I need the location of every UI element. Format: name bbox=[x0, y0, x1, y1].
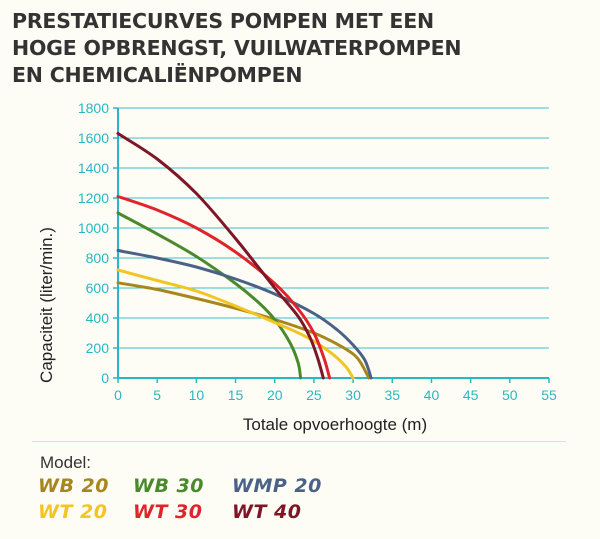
divider bbox=[32, 441, 566, 442]
legend-item-wb-30: WB 30 bbox=[133, 475, 204, 497]
y-tick-label: 1400 bbox=[78, 160, 109, 176]
legend-item-wt-40: WT 40 bbox=[232, 501, 302, 523]
y-tick-label: 800 bbox=[86, 250, 110, 266]
y-tick-label: 600 bbox=[86, 280, 110, 296]
title-line-1: PRESTATIECURVES POMPEN MET EEN bbox=[12, 9, 434, 33]
x-tick-label: 20 bbox=[267, 387, 283, 403]
x-tick-label: 15 bbox=[228, 387, 244, 403]
legend-item-wt-20: WT 20 bbox=[38, 501, 108, 523]
performance-chart: 0 200 400 600 800 1000 1200 1400 1600 1800 0 5 10 15 2… bbox=[37, 100, 557, 434]
legend-item-wmp-20: WMP 20 bbox=[232, 475, 322, 497]
axes bbox=[113, 107, 550, 383]
legend-item-wb-20: WB 20 bbox=[38, 475, 109, 497]
series-line-wb-20 bbox=[116, 281, 371, 380]
y-tick-label: 1600 bbox=[78, 130, 109, 146]
y-tick-label: 400 bbox=[86, 310, 110, 326]
title-line-2: HOGE OPBRENGST, VUILWATERPOMPEN bbox=[12, 36, 462, 60]
x-tick-label: 10 bbox=[189, 387, 205, 403]
x-axis-label: Totale opvoerhoogte (m) bbox=[243, 415, 427, 434]
series-line-wt-40 bbox=[116, 132, 325, 380]
x-tick-label: 40 bbox=[424, 387, 440, 403]
x-tick-label: 0 bbox=[114, 387, 122, 403]
y-tick-label: 200 bbox=[86, 340, 110, 356]
x-tick-label: 25 bbox=[306, 387, 322, 403]
series-line-wmp-20 bbox=[116, 249, 373, 380]
grid bbox=[118, 107, 549, 349]
x-tick-label: 50 bbox=[502, 387, 518, 403]
x-tick-label: 5 bbox=[153, 387, 161, 403]
legend-title: Model: bbox=[40, 453, 92, 472]
chart-title: PRESTATIECURVES POMPEN MET EEN HOGE OPBR… bbox=[12, 8, 592, 89]
series-line-wt-30 bbox=[116, 195, 332, 380]
x-tick-label: 30 bbox=[345, 387, 361, 403]
legend-item-wt-30: WT 30 bbox=[133, 501, 203, 523]
series-line-wb-30 bbox=[116, 211, 303, 380]
title-line-3: EN CHEMICALIËNPOMPEN bbox=[12, 63, 303, 87]
tick-labels: 0 200 400 600 800 1000 1200 1400 1600 1800 0 5 10 15 2… bbox=[78, 100, 557, 403]
y-tick-label: 1800 bbox=[78, 100, 109, 116]
y-tick-label: 1200 bbox=[78, 190, 109, 206]
y-tick-label: 0 bbox=[101, 370, 109, 386]
series-line-wt-20 bbox=[116, 268, 355, 380]
x-tick-label: 55 bbox=[541, 387, 557, 403]
x-tick-label: 45 bbox=[463, 387, 479, 403]
y-axis-label: Capaciteit (liter/min.) bbox=[37, 227, 56, 383]
series-lines bbox=[116, 132, 373, 380]
y-tick-label: 1000 bbox=[78, 220, 109, 236]
x-tick-label: 35 bbox=[384, 387, 400, 403]
